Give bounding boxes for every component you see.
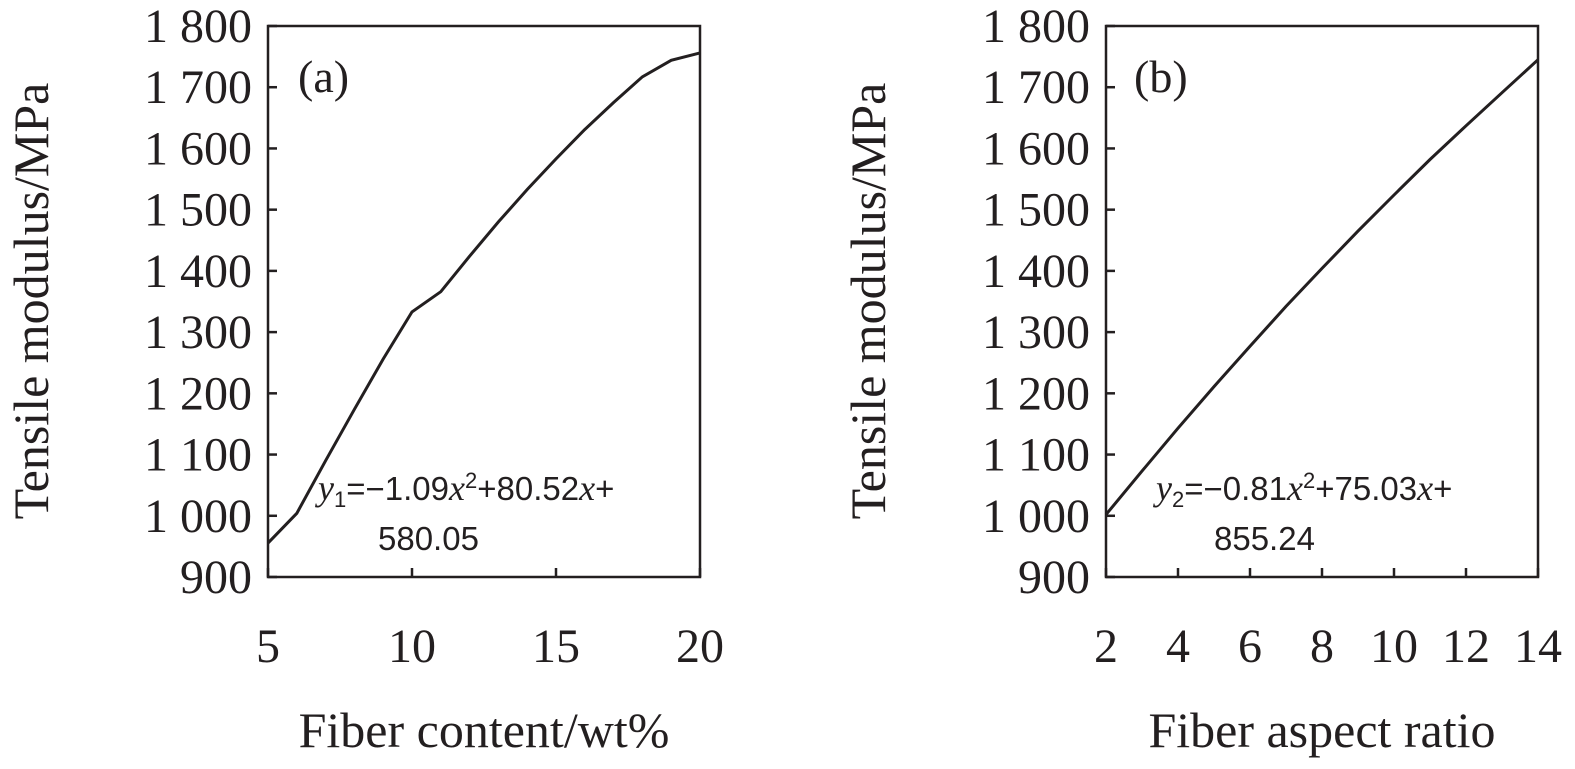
chart-panel-b: 2 4 6 8 10 12 14 900 1 000 1 100 1 200 1 300 1 400 1… <box>840 0 1562 758</box>
y-tick-label: 1 700 <box>982 61 1090 114</box>
x-axis-title-b: Fiber aspect ratio <box>1148 702 1495 758</box>
y-tick-label: 1 100 <box>144 429 252 482</box>
y-tick-label: 1 400 <box>982 245 1090 298</box>
y-tick-label: 1 500 <box>144 184 252 237</box>
equation-a-line2: 580.05 <box>378 520 479 557</box>
x-tick-label: 10 <box>388 620 436 673</box>
equation-b-line1: y2=−0.81x2+75.03x+ <box>1153 468 1452 512</box>
y-tick-label: 1 600 <box>144 122 252 175</box>
equation-b-line2: 855.24 <box>1214 520 1315 557</box>
x-tick-label: 4 <box>1166 620 1190 673</box>
y-axis-ticks-b: 900 1 000 1 100 1 200 1 300 1 400 1 500 1 600 1 … <box>982 0 1115 604</box>
y-tick-label: 1 300 <box>982 306 1090 359</box>
y-tick-label: 1 000 <box>982 490 1090 543</box>
x-tick-label: 12 <box>1442 620 1490 673</box>
y-tick-label: 900 <box>1018 551 1090 604</box>
y-tick-label: 1 600 <box>982 122 1090 175</box>
y-axis-ticks-a: 900 1 000 1 100 1 200 1 300 1 400 1 500 1 600 1 … <box>144 0 277 604</box>
y-tick-label: 1 700 <box>144 61 252 114</box>
y-tick-label: 1 800 <box>144 0 252 53</box>
y-tick-label: 1 300 <box>144 306 252 359</box>
y-tick-label: 1 200 <box>144 367 252 420</box>
x-tick-label: 10 <box>1370 620 1418 673</box>
chart-panel-a: 5 10 15 20 900 1 000 1 100 1 200 1 300 1 400 1 50… <box>3 0 724 758</box>
y-tick-label: 900 <box>180 551 252 604</box>
x-tick-label: 2 <box>1094 620 1118 673</box>
panel-label-a: (a) <box>298 51 349 102</box>
x-tick-label: 5 <box>256 620 280 673</box>
panel-label-b: (b) <box>1134 51 1188 102</box>
y-tick-label: 1 400 <box>144 245 252 298</box>
x-tick-label: 15 <box>532 620 580 673</box>
plot-frame-a <box>266 24 702 579</box>
y-tick-label: 1 100 <box>982 429 1090 482</box>
series-line-a <box>266 51 701 545</box>
x-axis-title-a: Fiber content/wt% <box>299 702 670 758</box>
x-tick-label: 20 <box>676 620 724 673</box>
x-tick-label: 8 <box>1310 620 1334 673</box>
equation-a-line1: y1=−1.09x2+80.52x+ <box>315 468 614 512</box>
y-axis-title-a: Tensile modulus/MPa <box>3 83 59 520</box>
y-tick-label: 1 200 <box>982 367 1090 420</box>
x-axis-ticks-b: 2 4 6 8 10 12 14 <box>1094 568 1562 673</box>
x-tick-label: 14 <box>1514 620 1562 673</box>
x-tick-label: 6 <box>1238 620 1262 673</box>
y-tick-label: 1 500 <box>982 184 1090 237</box>
x-axis-ticks-a: 5 10 15 20 <box>256 568 724 673</box>
y-tick-label: 1 800 <box>982 0 1090 53</box>
y-axis-title-b: Tensile modulus/MPa <box>840 83 896 520</box>
series-line-b <box>1104 58 1540 516</box>
y-tick-label: 1 000 <box>144 490 252 543</box>
